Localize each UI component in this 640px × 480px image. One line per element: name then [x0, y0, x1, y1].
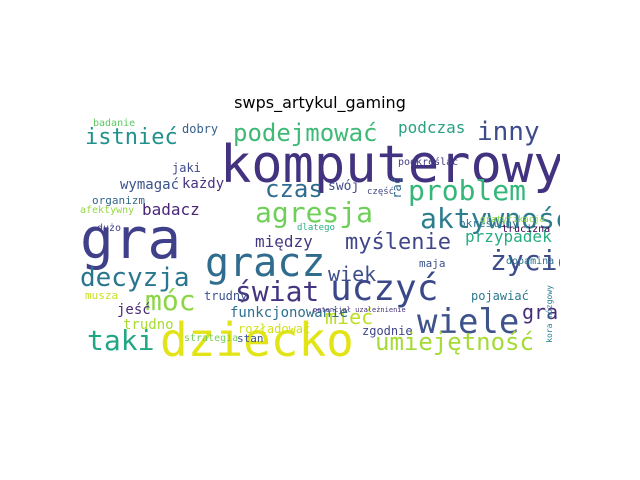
- cloud-word: rać: [390, 177, 404, 199]
- cloud-word: wymagać: [120, 177, 180, 193]
- cloud-word: taki: [87, 324, 155, 357]
- cloud-word: dopamina: [506, 256, 555, 267]
- cloud-word: móc: [145, 284, 196, 317]
- cloud-word: funkcjonowanie: [230, 305, 349, 321]
- cloud-word: agresja: [255, 196, 374, 229]
- cloud-word: stan: [237, 332, 264, 345]
- cloud-word: gracz: [205, 240, 326, 286]
- cloud-word: czas: [265, 175, 323, 203]
- cloud-word: afektywny: [80, 205, 135, 216]
- cloud-word: dlatego: [297, 223, 335, 233]
- cloud-word: przypadek: [465, 227, 552, 246]
- cloud-word: między: [255, 232, 313, 251]
- cloud-word: gra: [80, 207, 182, 272]
- cloud-word: gratyfikacja: [480, 215, 546, 225]
- cloud-word: dobry: [182, 122, 219, 136]
- cloud-word: strategia: [184, 333, 239, 344]
- cloud-word: świat: [235, 275, 320, 308]
- cloud-word: pojawiać: [471, 289, 529, 303]
- cloud-word: życie: [490, 244, 560, 277]
- cloud-word: uczyć: [330, 268, 439, 309]
- cloud-word: dziecko: [160, 313, 354, 367]
- cloud-word: maja: [419, 257, 446, 270]
- cloud-word: problem: [408, 174, 527, 207]
- cloud-word: komputerowy: [220, 135, 560, 195]
- cloud-word: inny: [477, 117, 540, 147]
- figure-title: swps_artykul_gaming: [234, 93, 406, 112]
- cloud-word: trudny: [204, 289, 248, 303]
- cloud-word: musza: [85, 289, 119, 302]
- cloud-word: badanie: [93, 118, 136, 129]
- cloud-word: rozładować: [238, 322, 311, 336]
- cloud-word: potencjał uzależnienie: [313, 306, 406, 314]
- cloud-word: określony: [459, 217, 519, 230]
- cloud-word: mieć: [325, 305, 374, 329]
- cloud-word: swój: [328, 179, 360, 194]
- cloud-word: zgodnie: [362, 324, 413, 338]
- cloud-word: organizm: [92, 194, 145, 207]
- cloud-word: podejmować: [233, 119, 378, 147]
- cloud-word: decyzja: [80, 263, 190, 293]
- cloud-word: jaki: [172, 161, 201, 175]
- word-cloud: gra komputerowy dziecko gracz uczyć agresja pr…: [80, 117, 560, 368]
- cloud-word: trudno: [123, 317, 174, 333]
- cloud-word: jeść: [117, 302, 151, 318]
- cloud-word: podczas: [398, 118, 466, 137]
- cloud-word: grać: [522, 300, 560, 324]
- cloud-word: myślenie: [345, 230, 451, 255]
- cloud-word: dużo: [97, 223, 122, 234]
- cloud-word: badacz: [142, 200, 200, 219]
- cloud-word: podkreślać: [398, 157, 459, 168]
- cloud-word: wiele: [417, 302, 520, 342]
- cloud-word: część: [367, 187, 395, 197]
- cloud-word: umiejętność: [375, 328, 534, 356]
- cloud-word: trucizna: [502, 224, 551, 235]
- cloud-word: kora mózgowy: [545, 285, 554, 343]
- cloud-word: aktywność: [420, 202, 560, 235]
- cloud-word: istnieć: [85, 125, 178, 150]
- cloud-word: wiek: [328, 262, 377, 286]
- cloud-word: każdy: [182, 176, 225, 192]
